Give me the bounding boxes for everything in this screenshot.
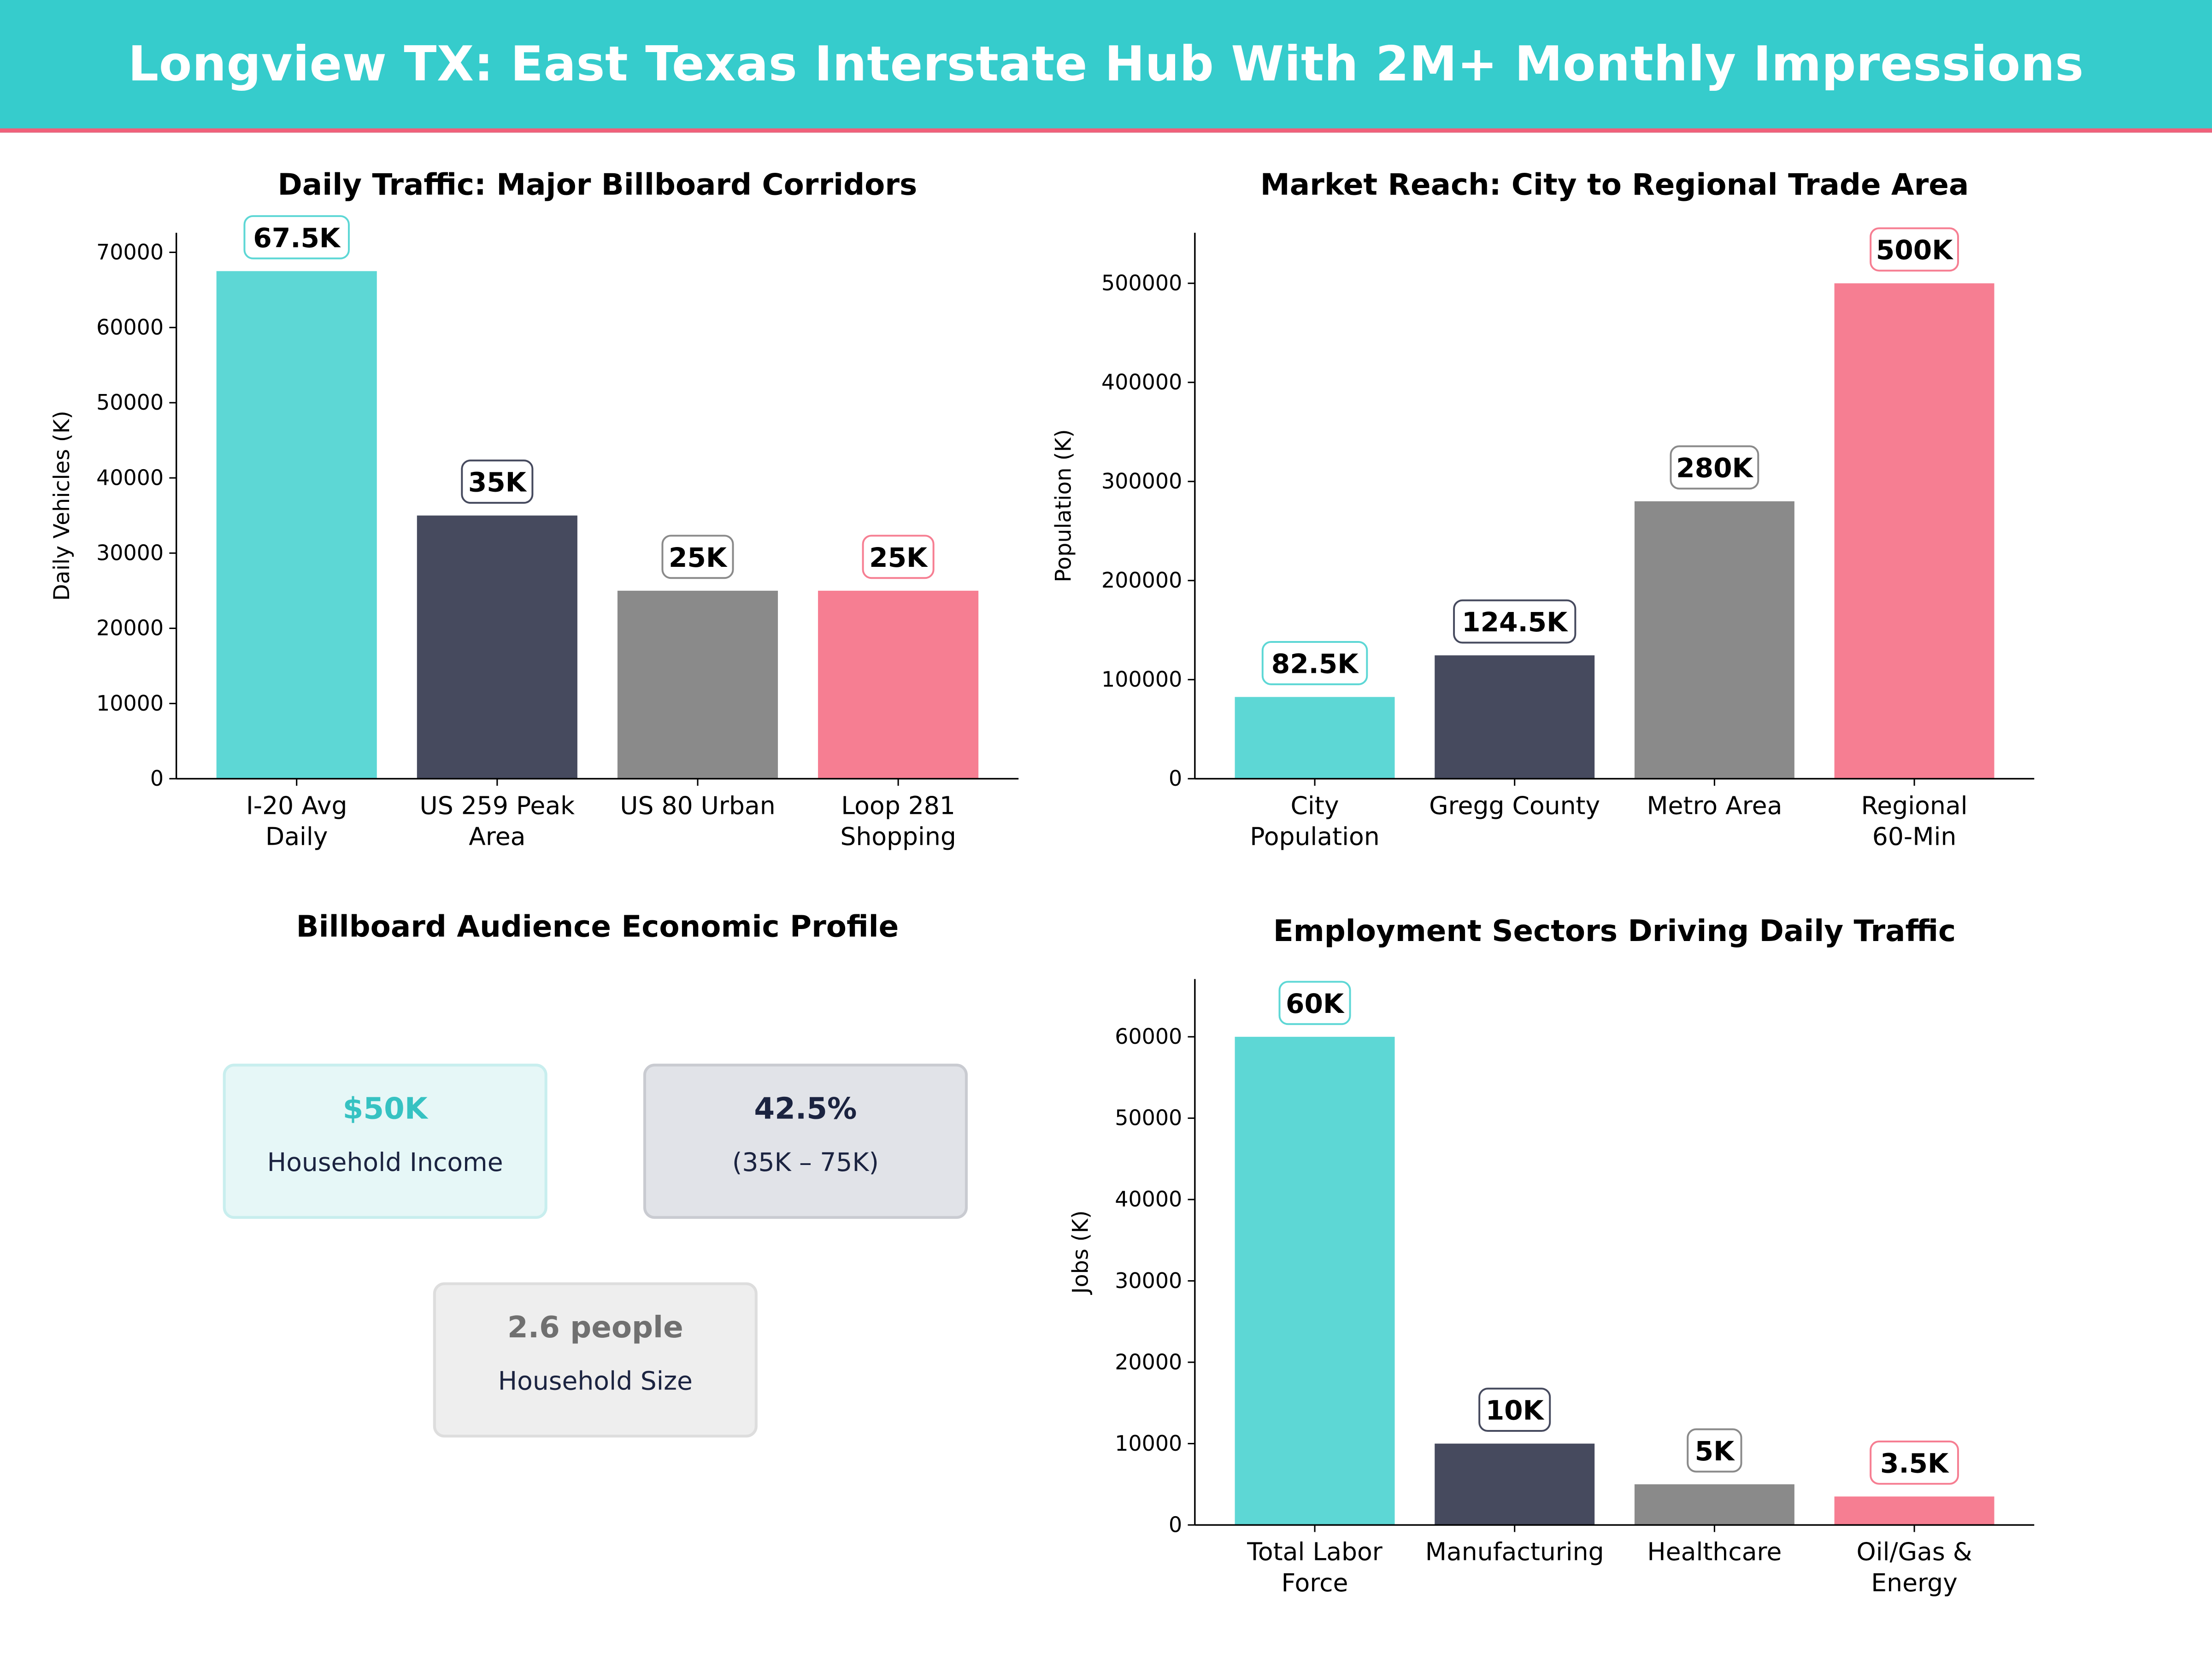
- chart-title: Daily Traffic: Major Billboard Corridors: [278, 167, 918, 202]
- y-tick-label: 100000: [1101, 667, 1182, 692]
- x-tick-label: US 259 Peak: [420, 791, 575, 820]
- y-tick-label: 40000: [1115, 1187, 1182, 1212]
- data-label: 500K: [1876, 235, 1953, 266]
- data-label: 35K: [468, 467, 527, 498]
- y-tick-label: 400000: [1101, 370, 1182, 394]
- bar: [1235, 1036, 1395, 1525]
- x-tick-label: City: [1291, 791, 1339, 820]
- bar: [1634, 501, 1794, 779]
- y-tick-label: 10000: [96, 691, 164, 716]
- y-axis-label: Population (K): [1051, 429, 1077, 582]
- y-tick-label: 30000: [1115, 1268, 1182, 1293]
- y-tick-label: 0: [1169, 766, 1182, 791]
- y-tick-label: 300000: [1101, 469, 1182, 494]
- x-tick-label: Population: [1250, 822, 1379, 851]
- bar: [1834, 283, 1994, 779]
- profile-title: Billboard Audience Economic Profile: [296, 910, 899, 944]
- bar-chart: Employment Sectors Driving Daily Traffic…: [1068, 914, 2035, 1597]
- data-label-box: [243, 215, 350, 259]
- x-tick-label: Manufacturing: [1425, 1537, 1604, 1566]
- data-label-box: [1278, 981, 1351, 1025]
- card-value: 2.6 people: [507, 1310, 683, 1345]
- data-label-box: [1670, 445, 1759, 490]
- x-tick-label: Oil/Gas &: [1857, 1537, 1972, 1566]
- y-tick-label: 200000: [1101, 568, 1182, 593]
- bar: [818, 590, 979, 779]
- data-label: 25K: [869, 542, 928, 573]
- x-tick-label: Shopping: [840, 822, 956, 851]
- bar: [1834, 1496, 1994, 1525]
- card-value: 42.5%: [754, 1092, 857, 1126]
- data-label-box: [1478, 1388, 1551, 1432]
- data-label: 82.5K: [1271, 648, 1359, 679]
- x-tick-label: Energy: [1871, 1568, 1958, 1597]
- card-value: $50K: [342, 1092, 428, 1126]
- data-label: 5K: [1695, 1435, 1735, 1467]
- x-tick-label: I-20 Avg: [246, 791, 347, 820]
- data-label: 10K: [1486, 1395, 1545, 1426]
- data-label: 3.5K: [1880, 1447, 1949, 1479]
- bar: [1235, 697, 1395, 779]
- data-label-box: [1687, 1428, 1742, 1473]
- y-tick-label: 50000: [96, 390, 164, 415]
- bar-chart: Daily Traffic: Major Billboard Corridors…: [49, 167, 1019, 851]
- card-label: Household Size: [498, 1367, 693, 1397]
- y-tick-label: 70000: [96, 240, 164, 265]
- card-label: (35K – 75K): [732, 1148, 879, 1178]
- y-tick-label: 20000: [96, 616, 164, 641]
- data-label-box: [1261, 641, 1368, 685]
- x-tick-label: Regional: [1861, 791, 1968, 820]
- y-tick-label: 0: [1169, 1512, 1182, 1537]
- header-banner: Longview TX: East Texas Interstate Hub W…: [0, 0, 2212, 133]
- y-tick-label: 40000: [96, 465, 164, 490]
- data-label-box: [461, 459, 534, 504]
- data-label-box: [1870, 1440, 1959, 1485]
- bar: [617, 590, 778, 779]
- y-tick-label: 500000: [1101, 271, 1182, 295]
- bar-chart: Market Reach: City to Regional Trade Are…: [1051, 167, 2035, 851]
- x-tick-label: Daily: [265, 822, 328, 851]
- bar: [1435, 655, 1595, 779]
- data-label-box: [1870, 227, 1959, 272]
- x-tick-label: 60-Min: [1872, 822, 1957, 851]
- bar: [417, 515, 577, 779]
- y-axis-label: Daily Vehicles (K): [49, 411, 75, 601]
- x-tick-label: Loop 281: [841, 791, 955, 820]
- bar: [1435, 1443, 1595, 1525]
- data-label: 67.5K: [253, 222, 341, 253]
- data-label-box: [862, 535, 935, 579]
- page-title: Longview TX: East Texas Interstate Hub W…: [128, 36, 2084, 93]
- data-label: 280K: [1676, 453, 1753, 484]
- data-label-box: [1453, 599, 1577, 644]
- y-tick-label: 60000: [96, 315, 164, 340]
- card-label: Household Income: [267, 1148, 503, 1178]
- y-tick-label: 0: [150, 766, 164, 791]
- card-household-income: $50K Household Income: [223, 1064, 547, 1219]
- data-label: 25K: [669, 542, 728, 573]
- x-tick-label: Area: [469, 822, 525, 851]
- chart-title: Market Reach: City to Regional Trade Are…: [1260, 167, 1969, 202]
- x-tick-label: US 80 Urban: [620, 791, 775, 820]
- x-tick-label: Force: [1282, 1568, 1348, 1597]
- x-tick-label: Metro Area: [1647, 791, 1782, 820]
- bar: [216, 271, 377, 779]
- chart-title: Employment Sectors Driving Daily Traffic: [1273, 914, 1956, 948]
- y-axis-label: Jobs (K): [1068, 1210, 1093, 1295]
- card-income-bracket: 42.5% (35K – 75K): [643, 1064, 968, 1219]
- data-label: 124.5K: [1462, 606, 1568, 638]
- y-tick-label: 20000: [1115, 1349, 1182, 1374]
- x-tick-label: Gregg County: [1429, 791, 1600, 820]
- x-tick-label: Total Labor: [1247, 1537, 1383, 1566]
- y-tick-label: 50000: [1115, 1106, 1182, 1130]
- y-tick-label: 60000: [1115, 1024, 1182, 1049]
- card-household-size: 2.6 people Household Size: [433, 1282, 758, 1438]
- bar: [1634, 1484, 1794, 1525]
- data-label-box: [661, 535, 734, 579]
- data-label: 60K: [1286, 988, 1345, 1019]
- y-tick-label: 10000: [1115, 1431, 1182, 1456]
- y-tick-label: 30000: [96, 541, 164, 565]
- x-tick-label: Healthcare: [1647, 1537, 1782, 1566]
